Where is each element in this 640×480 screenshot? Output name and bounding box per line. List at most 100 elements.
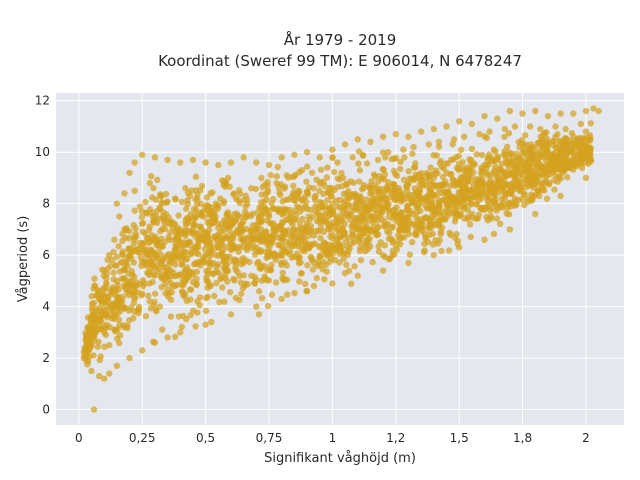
scatter-point xyxy=(341,269,349,277)
scatter-point xyxy=(492,183,499,190)
scatter-point xyxy=(230,190,238,197)
scatter-point xyxy=(587,157,595,164)
scatter-point xyxy=(95,372,103,380)
scatter-point xyxy=(303,148,311,156)
scatter-point xyxy=(139,242,146,249)
scatter-point xyxy=(121,275,128,282)
scatter-point xyxy=(340,190,348,198)
scatter-point xyxy=(119,293,127,300)
scatter-point xyxy=(532,107,539,115)
scatter-point xyxy=(558,167,566,175)
scatter-point xyxy=(520,146,528,153)
x-tick-label: 0,75 xyxy=(256,431,283,445)
scatter-point xyxy=(112,326,119,333)
scatter-point xyxy=(513,150,520,158)
scatter-point xyxy=(268,261,275,269)
scatter-point xyxy=(376,191,383,198)
scatter-point xyxy=(173,243,180,251)
scatter-point xyxy=(109,301,116,308)
scatter-point xyxy=(240,259,247,267)
scatter-point xyxy=(210,260,217,267)
scatter-point xyxy=(111,236,118,243)
scatter-point xyxy=(222,262,230,270)
scatter-point xyxy=(508,150,515,157)
scatter-point xyxy=(217,228,224,236)
scatter-point xyxy=(291,151,298,158)
scatter-point xyxy=(278,207,286,214)
scatter-point xyxy=(449,140,456,148)
scatter-point xyxy=(262,190,269,198)
scatter-point xyxy=(139,151,146,158)
scatter-point xyxy=(379,267,387,274)
scatter-point xyxy=(279,269,286,277)
scatter-point xyxy=(474,215,481,222)
scatter-point xyxy=(227,159,235,166)
scatter-point xyxy=(379,209,386,216)
scatter-point xyxy=(470,160,477,167)
scatter-point xyxy=(121,266,128,274)
scatter-point xyxy=(138,208,146,215)
scatter-point xyxy=(271,250,278,257)
scatter-point xyxy=(91,282,98,289)
scatter-point xyxy=(187,210,195,218)
scatter-point xyxy=(251,227,259,235)
x-tick-label: 1,2 xyxy=(386,431,405,445)
scatter-point xyxy=(409,238,416,246)
scatter-point xyxy=(110,248,117,256)
scatter-point xyxy=(328,192,335,200)
scatter-point xyxy=(340,199,347,207)
scatter-point xyxy=(325,246,333,254)
scatter-point xyxy=(447,171,454,178)
scatter-point xyxy=(493,207,500,214)
scatter-point xyxy=(354,272,361,279)
scatter-point xyxy=(194,244,202,251)
scatter-point xyxy=(154,237,161,244)
scatter-point xyxy=(350,239,358,246)
scatter-point xyxy=(535,139,543,146)
scatter-point xyxy=(455,165,462,172)
scatter-point xyxy=(437,157,444,165)
scatter-point xyxy=(158,193,165,200)
scatter-point xyxy=(303,220,311,227)
scatter-point xyxy=(253,159,260,166)
scatter-point xyxy=(504,182,511,189)
scatter-point xyxy=(272,279,280,286)
scatter-point xyxy=(324,164,331,171)
scatter-point xyxy=(249,244,256,252)
scatter-point xyxy=(340,255,347,262)
scatter-point xyxy=(421,247,428,254)
scatter-point xyxy=(148,232,156,239)
scatter-point xyxy=(97,325,105,333)
scatter-point xyxy=(587,120,595,127)
scatter-point xyxy=(182,221,190,229)
scatter-point xyxy=(413,189,421,196)
scatter-point xyxy=(267,171,274,179)
scatter-point xyxy=(347,280,355,287)
scatter-point xyxy=(88,367,95,375)
scatter-point xyxy=(224,278,231,285)
scatter-point xyxy=(374,224,382,231)
scatter-point xyxy=(152,216,160,223)
scatter-point xyxy=(222,218,229,225)
scatter-point xyxy=(197,187,204,194)
scatter-point xyxy=(479,165,486,173)
scatter-point xyxy=(430,125,438,133)
scatter-point xyxy=(378,175,386,182)
scatter-point xyxy=(121,190,128,197)
scatter-point xyxy=(183,255,191,263)
x-tick-label: 1,5 xyxy=(450,431,469,445)
scatter-point xyxy=(487,188,495,195)
scatter-point xyxy=(252,185,260,193)
scatter-point xyxy=(364,230,371,238)
scatter-point xyxy=(288,242,296,250)
scatter-point xyxy=(511,123,519,130)
scatter-point xyxy=(385,200,392,208)
scatter-point xyxy=(88,314,95,322)
scatter-point xyxy=(265,161,273,169)
scatter-point xyxy=(391,206,399,213)
scatter-point xyxy=(550,177,558,184)
scatter-point xyxy=(269,205,277,212)
scatter-point xyxy=(357,244,364,251)
scatter-point xyxy=(183,315,190,323)
